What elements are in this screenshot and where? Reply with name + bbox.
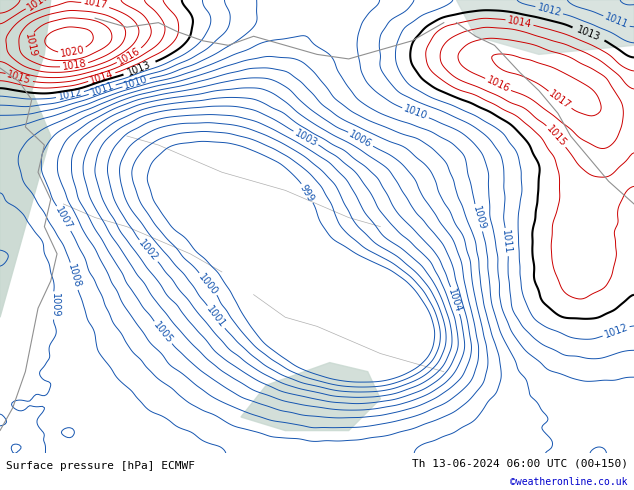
Polygon shape (456, 0, 634, 54)
Text: 1007: 1007 (53, 205, 74, 232)
Text: 1011: 1011 (89, 81, 115, 98)
Text: 1011: 1011 (500, 229, 513, 255)
Text: 1015: 1015 (6, 70, 32, 86)
Polygon shape (0, 0, 51, 318)
Text: 1006: 1006 (347, 129, 373, 150)
Text: 1012: 1012 (536, 2, 562, 18)
Text: 1009: 1009 (470, 204, 487, 231)
Text: 1012: 1012 (603, 322, 630, 341)
Text: ©weatheronline.co.uk: ©weatheronline.co.uk (510, 477, 628, 487)
Text: 1010: 1010 (123, 74, 150, 91)
Text: 1009: 1009 (50, 293, 60, 318)
Text: 1011: 1011 (603, 12, 630, 30)
Text: 1017: 1017 (547, 89, 573, 111)
Text: 1016: 1016 (485, 75, 511, 94)
Text: 1010: 1010 (403, 104, 429, 122)
Text: Th 13-06-2024 06:00 UTC (00+150): Th 13-06-2024 06:00 UTC (00+150) (411, 459, 628, 468)
Text: 1018: 1018 (61, 59, 87, 73)
Text: 1008: 1008 (66, 263, 82, 289)
Text: Surface pressure [hPa] ECMWF: Surface pressure [hPa] ECMWF (6, 461, 195, 471)
Text: 1003: 1003 (293, 128, 319, 148)
Text: 1016: 1016 (25, 0, 51, 13)
Text: 1013: 1013 (575, 25, 602, 43)
Text: 1020: 1020 (60, 45, 86, 59)
Text: 1013: 1013 (126, 59, 153, 77)
Text: 1019: 1019 (23, 32, 37, 58)
Text: 1001: 1001 (205, 304, 228, 330)
Polygon shape (241, 363, 380, 431)
Text: 1002: 1002 (137, 238, 160, 264)
Text: 999: 999 (298, 183, 316, 204)
Text: 1000: 1000 (196, 271, 219, 297)
Text: 1005: 1005 (152, 319, 175, 345)
Text: 1016: 1016 (116, 45, 143, 66)
Text: 1004: 1004 (446, 287, 463, 314)
Text: 1014: 1014 (507, 15, 533, 30)
Text: 1014: 1014 (89, 69, 115, 86)
Text: 1012: 1012 (57, 87, 83, 102)
Text: 1015: 1015 (544, 124, 568, 149)
Text: 1017: 1017 (82, 0, 108, 11)
